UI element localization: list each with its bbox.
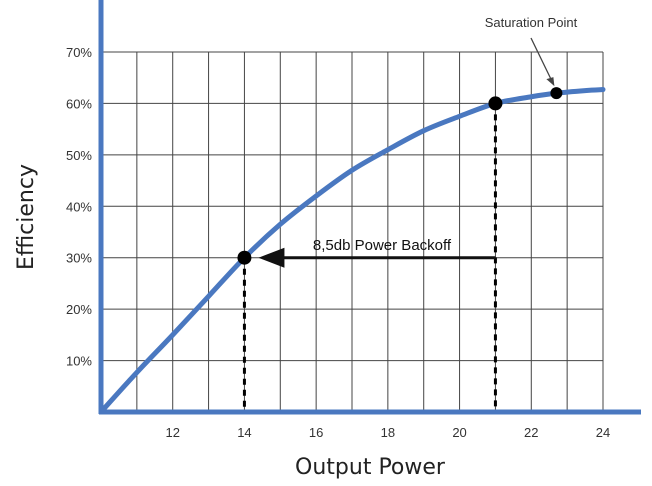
x-tick-label: 22 [524,425,538,440]
backoff-annotation: 8,5db Power Backoff [258,237,496,268]
marker-point [550,87,563,100]
x-tick-label: 14 [237,425,251,440]
x-tick-labels: 12 14 16 18 20 22 24 [165,425,610,440]
y-axis-title: Efficiency [14,164,39,270]
x-tick-label: 18 [381,425,395,440]
axes [98,0,641,415]
y-tick-label: 70% [66,45,92,60]
y-tick-label: 50% [66,148,92,163]
efficiency-curve [98,87,606,415]
y-tick-label: 40% [66,199,92,214]
backoff-label: 8,5db Power Backoff [313,237,452,254]
grid [101,51,604,412]
x-axis-title: Output Power [295,455,446,480]
marker-points [237,87,563,265]
y-tick-label: 30% [66,251,92,266]
y-tick-label: 60% [66,96,92,111]
y-tick-label: 10% [66,354,92,369]
x-tick-label: 12 [165,425,179,440]
y-tick-label: 20% [66,302,92,317]
saturation-label: Saturation Point [485,15,578,30]
x-tick-label: 20 [452,425,466,440]
x-tick-label: 16 [309,425,323,440]
y-tick-labels: 10% 20% 30% 40% 50% 60% 70% [66,45,92,369]
x-tick-label: 24 [596,425,610,440]
backoff-arrow-head [258,247,285,268]
saturation-annotation: Saturation Point [485,15,578,87]
marker-point [488,96,503,111]
saturation-pointer-head [546,77,555,87]
marker-point [237,250,252,265]
saturation-pointer [530,37,554,85]
